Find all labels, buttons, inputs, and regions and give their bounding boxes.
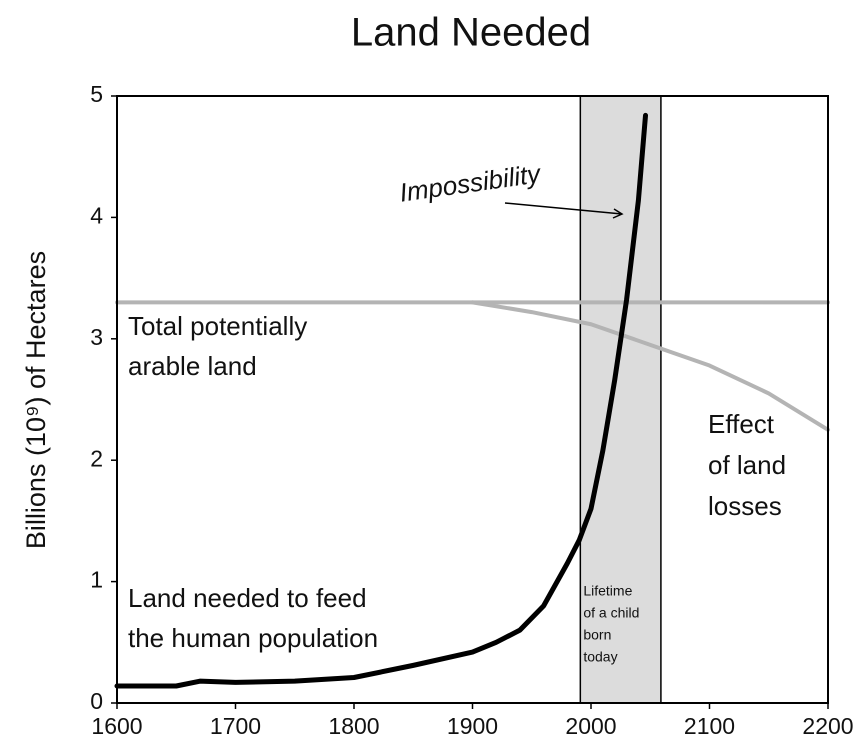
- annotation: Effect: [708, 409, 775, 439]
- annotation: the human population: [128, 623, 378, 653]
- annotation: losses: [708, 491, 782, 521]
- x-tick-label: 2000: [565, 713, 616, 739]
- annotation: of land: [708, 450, 786, 480]
- series-line: [114, 112, 649, 689]
- annotation: Land needed to feed: [128, 583, 367, 613]
- x-tick-label: 2100: [684, 713, 735, 739]
- x-tick-label: 1900: [447, 713, 498, 739]
- region-label: of a child: [583, 605, 639, 621]
- y-tick-label: 4: [90, 202, 103, 228]
- chart-title: Land Needed: [351, 11, 591, 55]
- y-tick-label: 3: [90, 324, 103, 350]
- annotation: Total potentially: [128, 311, 307, 341]
- y-tick-label: 2: [90, 445, 103, 471]
- shaded-region: [579, 95, 662, 704]
- y-tick-label: 0: [90, 688, 103, 714]
- region-label: Lifetime: [583, 583, 632, 599]
- y-tick-label: 1: [90, 567, 103, 593]
- plot-frame: [116, 95, 829, 704]
- region-label: born: [583, 627, 611, 643]
- x-tick-label: 1800: [328, 713, 379, 739]
- y-tick-label: 5: [90, 81, 103, 107]
- annotation-arrow: [504, 202, 624, 219]
- annotation: Impossibility: [398, 158, 544, 208]
- x-tick-label: 1700: [210, 713, 261, 739]
- annotation: arable land: [128, 351, 257, 381]
- x-tick-label: 2200: [802, 713, 853, 739]
- series-line: [470, 300, 830, 432]
- y-axis-label: Billions (10⁹) of Hectares: [21, 251, 51, 549]
- region-label: today: [583, 649, 617, 665]
- x-tick-label: 1600: [91, 713, 142, 739]
